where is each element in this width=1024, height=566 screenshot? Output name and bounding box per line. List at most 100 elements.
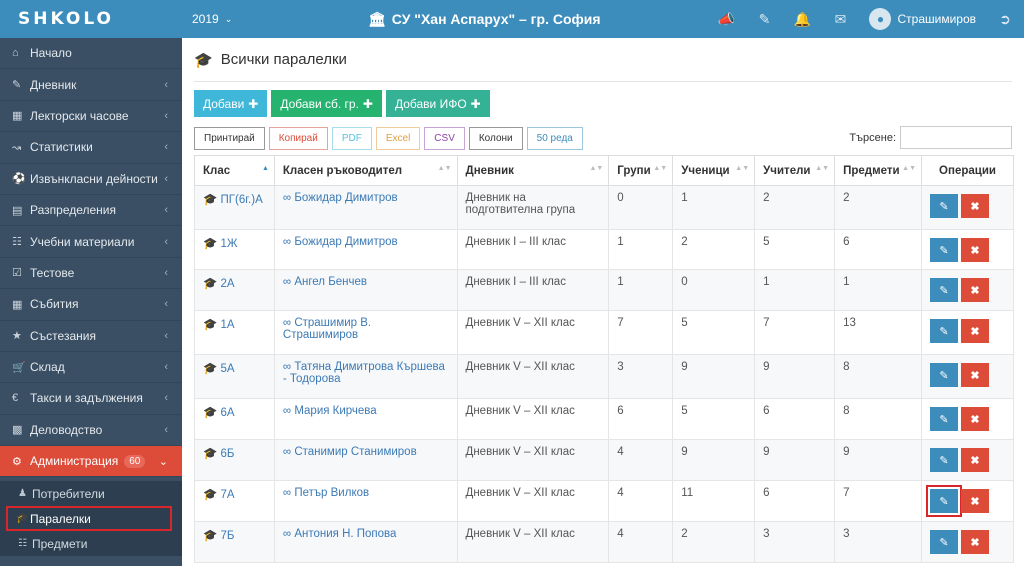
- column-header-students[interactable]: Ученици ▲▼: [672, 155, 756, 186]
- delete-button[interactable]: ✖: [961, 448, 990, 472]
- class-cell[interactable]: 🎓 2А: [194, 269, 275, 311]
- sidebar-item-warehouse[interactable]: 🛒 Склад ‹: [0, 352, 182, 384]
- teacher-cell[interactable]: ∞ Станимир Станимиров: [273, 439, 458, 481]
- sidebar-item-competitions[interactable]: ★ Състезания ‹: [0, 321, 182, 352]
- class-link[interactable]: 1А: [220, 319, 235, 331]
- class-cell[interactable]: 🎓 6Б: [194, 439, 275, 481]
- page-length-button[interactable]: 50 реда: [526, 126, 583, 150]
- edit-button[interactable]: ✎: [930, 363, 959, 387]
- column-header-teacher[interactable]: Класен ръководител ▲▼: [273, 155, 458, 186]
- add-ifo-button[interactable]: Добави ИФО ✚: [385, 90, 490, 117]
- class-link[interactable]: 6А: [220, 407, 235, 419]
- user-menu[interactable]: ● Страшимиров: [859, 8, 986, 30]
- column-header-groups[interactable]: Групи ▲▼: [608, 155, 674, 186]
- delete-button[interactable]: ✖: [961, 363, 990, 387]
- teacher-link[interactable]: Божидар Димитров: [294, 236, 398, 248]
- envelope-icon[interactable]: ✉: [834, 10, 847, 27]
- edit-button[interactable]: ✎: [926, 485, 963, 517]
- delete-button[interactable]: ✖: [961, 319, 990, 343]
- sidebar-item-journal[interactable]: ✎ Дневник ‹: [0, 69, 182, 101]
- megaphone-icon[interactable]: 📣: [717, 10, 736, 27]
- csv-button[interactable]: CSV: [424, 126, 465, 150]
- search-input[interactable]: [900, 126, 1012, 149]
- teacher-link[interactable]: Татяна Димитрова Кършева - Тодорова: [282, 361, 445, 385]
- edit-button[interactable]: ✎: [930, 319, 959, 343]
- edit-button[interactable]: ✎: [930, 448, 959, 472]
- teacher-link[interactable]: Антония Н. Попова: [294, 528, 397, 540]
- class-cell[interactable]: 🎓 5А: [194, 354, 275, 399]
- delete-button[interactable]: ✖: [961, 407, 990, 431]
- sidebar-sub-users[interactable]: ♟ Потребители: [0, 481, 182, 506]
- teacher-cell[interactable]: ∞ Антония Н. Попова: [273, 521, 458, 563]
- teacher-cell[interactable]: ∞ Мария Кирчева: [273, 398, 458, 440]
- print-button[interactable]: Принтирай: [194, 126, 265, 150]
- teacher-link[interactable]: Петър Вилков: [294, 487, 370, 499]
- delete-button[interactable]: ✖: [961, 530, 990, 554]
- delete-button[interactable]: ✖: [961, 489, 990, 513]
- edit-button[interactable]: ✎: [930, 278, 959, 302]
- teacher-link[interactable]: Ангел Бенчев: [294, 276, 367, 288]
- edit-icon[interactable]: ✎: [758, 10, 771, 27]
- columns-button[interactable]: Колони: [468, 126, 523, 150]
- class-cell[interactable]: 🎓 7А: [194, 480, 275, 522]
- edit-button[interactable]: ✎: [930, 407, 959, 431]
- chevron-left-icon: ‹: [164, 204, 168, 217]
- bell-icon[interactable]: 🔔: [793, 10, 812, 27]
- sidebar-item-administration[interactable]: ⚙ Администрация 60 ⌄: [0, 446, 182, 478]
- column-header-class[interactable]: Клас ▲: [194, 155, 275, 186]
- sidebar-item-fees[interactable]: € Такси и задължения ‹: [0, 383, 182, 415]
- copy-button[interactable]: Копирай: [268, 126, 328, 150]
- teacher-cell[interactable]: ∞ Петър Вилков: [273, 480, 458, 522]
- sidebar-sub-classes[interactable]: 🎓 Паралелки: [6, 506, 172, 532]
- sidebar-item-extracurricular[interactable]: ⚽ Извънкласни дейности ‹: [0, 164, 182, 195]
- class-cell[interactable]: 🎓 6А: [194, 398, 275, 440]
- sidebar-item-tests[interactable]: ☑ Тестове ‹: [0, 258, 182, 290]
- column-header-journal[interactable]: Дневник ▲▼: [456, 155, 610, 186]
- pdf-button[interactable]: PDF: [331, 126, 372, 150]
- class-cell[interactable]: 🎓 1Ж: [194, 229, 275, 270]
- teacher-cell[interactable]: ∞ Божидар Димитров: [273, 185, 458, 230]
- class-link[interactable]: ПГ(6г.)А: [220, 194, 263, 206]
- school-title: 🏛 СУ "Хан Аспарух" – гр. София: [368, 0, 601, 38]
- class-cell[interactable]: 🎓 1А: [194, 310, 275, 355]
- class-link[interactable]: 7А: [220, 489, 235, 501]
- sidebar-item-lecture-hours[interactable]: ▦ Лекторски часове ‹: [0, 101, 182, 133]
- teacher-cell[interactable]: ∞ Ангел Бенчев: [273, 269, 458, 311]
- sidebar-sub-subjects[interactable]: ☷ Предмети: [0, 531, 182, 556]
- column-header-subjects[interactable]: Предмети ▲▼: [834, 155, 923, 186]
- app-logo[interactable]: SHKOLO: [18, 9, 115, 29]
- year-selector[interactable]: 2019 ⌄: [192, 12, 232, 26]
- column-header-teachers[interactable]: Учители ▲▼: [754, 155, 836, 186]
- sign-out-icon[interactable]: ➲: [999, 10, 1011, 27]
- teacher-link[interactable]: Божидар Димитров: [294, 192, 398, 204]
- class-link[interactable]: 5А: [220, 363, 235, 375]
- sidebar-item-statistics[interactable]: ↝ Статистики ‹: [0, 132, 182, 164]
- class-link[interactable]: 1Ж: [220, 238, 238, 250]
- edit-button[interactable]: ✎: [930, 194, 959, 218]
- sidebar-item-records[interactable]: ▩ Деловодство ‹: [0, 415, 182, 447]
- teacher-cell[interactable]: ∞ Страшимир В. Страшимиров: [273, 310, 458, 355]
- teacher-link[interactable]: Мария Кирчева: [294, 405, 377, 417]
- teacher-link[interactable]: Станимир Станимиров: [294, 446, 417, 458]
- edit-button[interactable]: ✎: [930, 238, 959, 262]
- delete-button[interactable]: ✖: [961, 194, 990, 218]
- book-icon: ☷: [18, 538, 27, 550]
- add-class-button[interactable]: Добави ✚: [194, 90, 268, 117]
- delete-button[interactable]: ✖: [961, 238, 990, 262]
- teacher-cell[interactable]: ∞ Божидар Димитров: [273, 229, 458, 270]
- add-group-button[interactable]: Добави сб. гр. ✚: [271, 90, 382, 117]
- delete-button[interactable]: ✖: [961, 278, 990, 302]
- excel-button[interactable]: Excel: [375, 126, 421, 150]
- class-link[interactable]: 2А: [220, 278, 235, 290]
- sidebar-item-distributions[interactable]: ▤ Разпределения ‹: [0, 195, 182, 227]
- sidebar-item-materials[interactable]: ☷ Учебни материали ‹: [0, 226, 182, 258]
- sidebar-item-events[interactable]: ▦ Събития ‹: [0, 289, 182, 321]
- sidebar-item-home[interactable]: ⌂ Начало: [0, 38, 182, 70]
- class-cell[interactable]: 🎓 7Б: [194, 521, 275, 563]
- edit-button[interactable]: ✎: [930, 530, 959, 554]
- teacher-link[interactable]: Страшимир В. Страшимиров: [282, 317, 372, 341]
- class-cell[interactable]: 🎓 ПГ(6г.)А: [194, 185, 275, 230]
- teacher-cell[interactable]: ∞ Татяна Димитрова Кършева - Тодорова: [273, 354, 458, 399]
- class-link[interactable]: 7Б: [220, 530, 235, 542]
- class-link[interactable]: 6Б: [220, 448, 235, 460]
